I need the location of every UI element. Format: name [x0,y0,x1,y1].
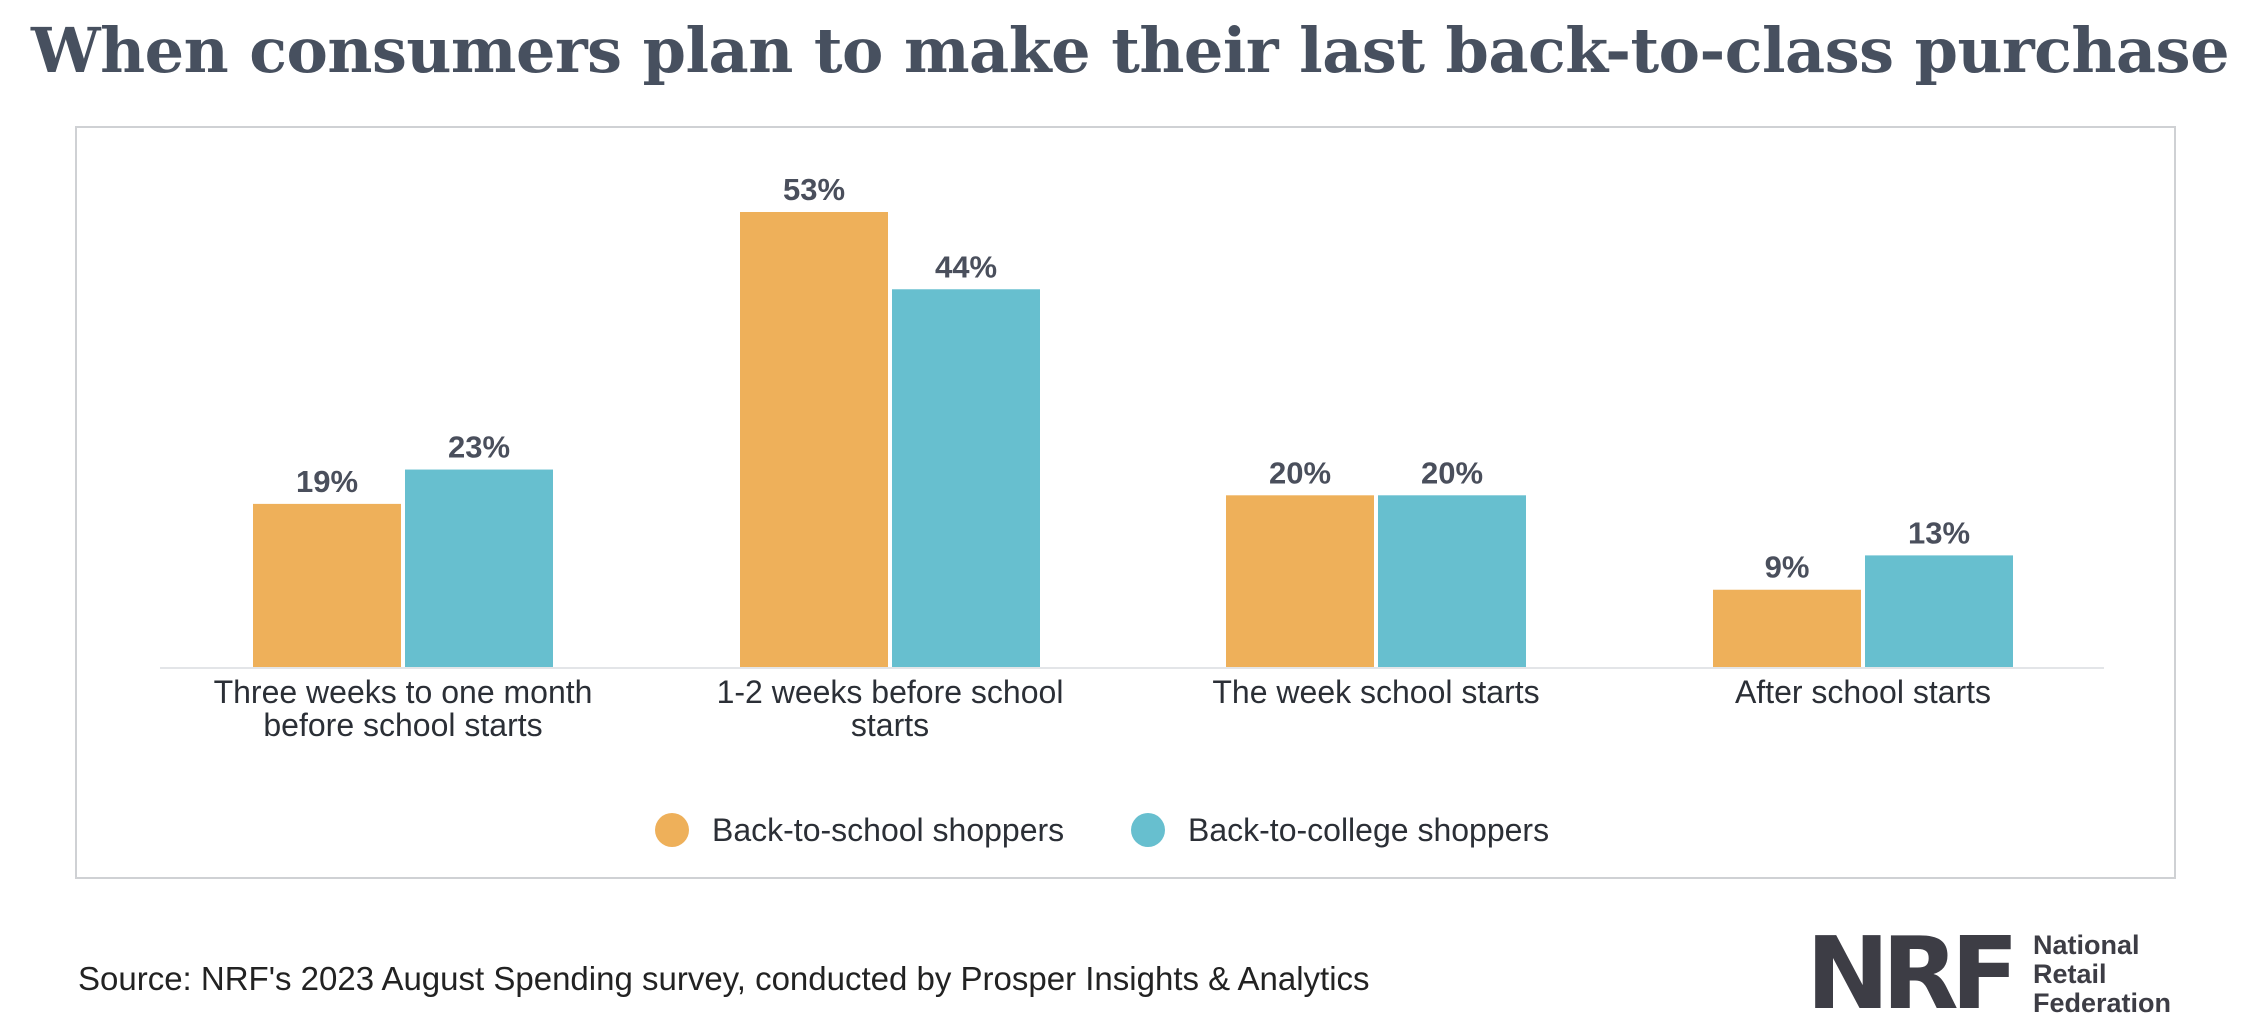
data-label-college-0: 23% [448,430,510,465]
chart-title: When consumers plan to make their last b… [30,14,2230,87]
bar-school-2 [1226,495,1374,667]
category-label-0-line-1: before school starts [263,707,542,743]
legend-label-college: Back-to-college shoppers [1188,812,1549,848]
data-label-college-2: 20% [1421,455,1483,490]
legend-swatch-school [655,813,689,847]
legend-label-school: Back-to-school shoppers [712,812,1064,848]
category-label-0-line-0: Three weeks to one month [214,674,593,710]
logo-line-federation: Federation [2033,987,2172,1018]
data-label-school-0: 19% [296,464,358,499]
logo-line-retail: Retail [2033,958,2107,989]
legend-swatch-college [1131,813,1165,847]
logo-mark: NRF [1806,915,2019,1032]
category-label-1-line-1: starts [851,707,929,743]
bar-school-1 [740,212,888,667]
bar-college-2 [1378,495,1526,667]
logo-wordmark: National Retail Federation [2033,929,2172,1018]
data-label-school-1: 53% [783,172,845,207]
source-note: Source: NRF's 2023 August Spending surve… [78,960,1370,997]
bar-school-3 [1713,589,1861,667]
data-label-school-3: 9% [1765,550,1810,585]
nrf-logo: NRF National Retail Federation [1806,924,2171,1024]
data-label-college-3: 13% [1908,515,1970,550]
bar-college-3 [1865,555,2013,667]
category-label-3-line-0: After school starts [1735,674,1991,710]
logo-line-national: National [2033,929,2140,960]
chart-frame [75,126,2176,879]
data-label-college-1: 44% [935,249,997,284]
bar-school-0 [253,503,401,667]
category-label-2-line-0: The week school starts [1212,674,1539,710]
bar-college-0 [405,469,553,667]
category-label-1-line-0: 1-2 weeks before school [717,674,1064,710]
data-label-school-2: 20% [1269,455,1331,490]
bar-college-1 [892,289,1040,667]
